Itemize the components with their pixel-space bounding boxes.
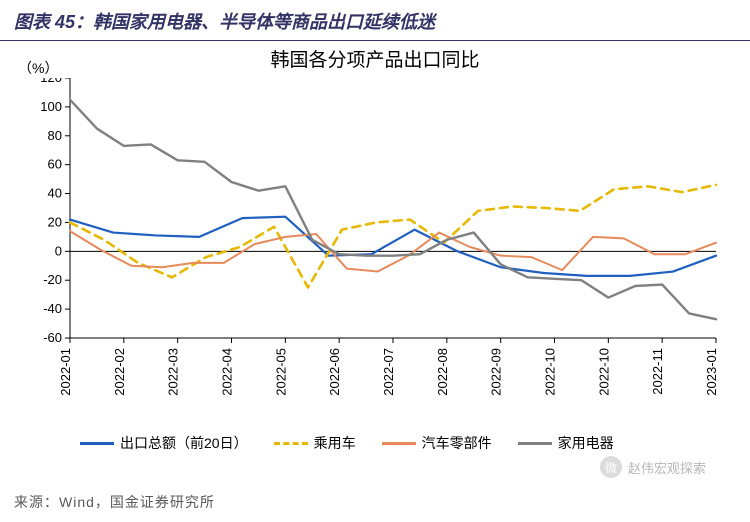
svg-text:120: 120 xyxy=(40,78,62,85)
svg-text:2022-08: 2022-08 xyxy=(435,348,450,396)
legend-label: 出口总额（前20日） xyxy=(120,433,248,453)
legend-item: 乘用车 xyxy=(274,433,356,453)
legend-item: 家用电器 xyxy=(518,433,614,453)
svg-text:2022-10: 2022-10 xyxy=(596,348,611,396)
svg-text:2022-01: 2022-01 xyxy=(58,348,73,396)
line-chart-svg: -60 -40 -20 0 20 40 60 80 100 120 2022-01 2022-02 20… xyxy=(12,78,736,418)
svg-text:2022-03: 2022-03 xyxy=(166,348,181,396)
y-axis-unit: （%） xyxy=(18,58,58,78)
svg-text:2022-06: 2022-06 xyxy=(327,348,342,396)
legend-swatch xyxy=(80,442,114,445)
svg-text:80: 80 xyxy=(48,128,62,143)
watermark-text: 赵伟宏观探索 xyxy=(628,458,706,477)
svg-text:2023-01: 2023-01 xyxy=(704,348,719,396)
chart-area: -60 -40 -20 0 20 40 60 80 100 120 2022-01 2022-02 20… xyxy=(12,78,736,418)
svg-text:-40: -40 xyxy=(43,301,62,316)
svg-text:60: 60 xyxy=(48,157,62,172)
legend-swatch xyxy=(274,442,308,445)
legend-swatch xyxy=(382,442,416,445)
svg-text:2022-09: 2022-09 xyxy=(489,348,504,396)
svg-text:20: 20 xyxy=(48,214,62,229)
legend-label: 汽车零部件 xyxy=(422,433,492,453)
legend-swatch xyxy=(518,442,552,445)
chart-header: 图表 45：韩国家用电器、半导体等商品出口延续低迷 xyxy=(0,0,750,41)
legend-label: 家用电器 xyxy=(558,433,614,453)
svg-text:2022-10: 2022-10 xyxy=(543,348,558,396)
svg-text:40: 40 xyxy=(48,186,62,201)
svg-text:2022-02: 2022-02 xyxy=(112,348,127,396)
wechat-icon: 微 xyxy=(600,456,622,478)
svg-text:2022-07: 2022-07 xyxy=(381,348,396,396)
svg-text:2022-04: 2022-04 xyxy=(220,348,235,396)
chart-title: 韩国各分项产品出口同比 xyxy=(0,41,750,72)
svg-text:-20: -20 xyxy=(43,272,62,287)
svg-text:0: 0 xyxy=(55,243,62,258)
svg-text:2022-11: 2022-11 xyxy=(650,348,665,395)
svg-text:100: 100 xyxy=(40,99,62,114)
legend: 出口总额（前20日） 乘用车 汽车零部件 家用电器 xyxy=(80,428,720,458)
legend-item: 汽车零部件 xyxy=(382,433,492,453)
legend-label: 乘用车 xyxy=(314,433,356,453)
svg-text:-60: -60 xyxy=(43,330,62,345)
svg-text:2022-05: 2022-05 xyxy=(273,348,288,396)
source-text: 来源：Wind，国金证券研究所 xyxy=(14,492,215,512)
legend-item: 出口总额（前20日） xyxy=(80,433,248,453)
watermark: 微 赵伟宏观探索 xyxy=(600,456,706,478)
chart-header-title: 图表 45：韩国家用电器、半导体等商品出口延续低迷 xyxy=(14,8,736,34)
